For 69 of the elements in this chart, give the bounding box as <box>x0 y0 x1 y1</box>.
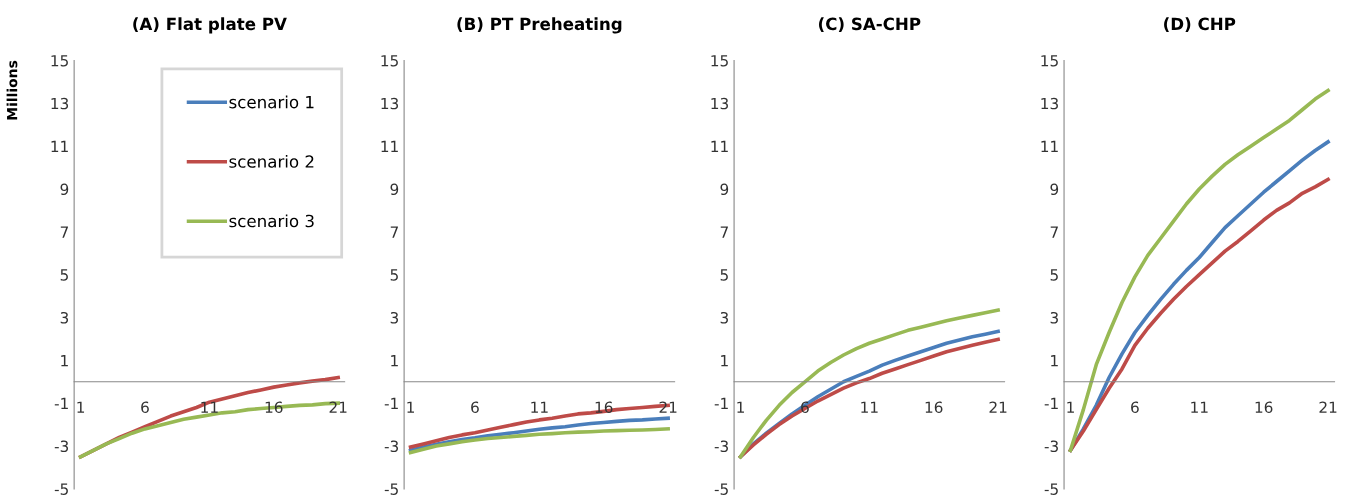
y-tick-label: 15 <box>381 55 398 67</box>
y-tick-label: 9 <box>720 183 729 196</box>
y-tick-label: 3 <box>720 311 728 324</box>
y-tick-label: 1 <box>391 355 398 367</box>
x-tick-label: 6 <box>1131 401 1139 414</box>
y-tick-label: -5 <box>54 483 68 495</box>
chart-title: (B) PT Preheating <box>457 17 622 34</box>
y-tick-label: 5 <box>1050 269 1058 281</box>
y-tick-label: 1 <box>1051 355 1058 367</box>
y-tick-label: -5 <box>384 483 398 495</box>
chart-title: (D) CHP <box>1164 17 1236 33</box>
x-tick-label: 6 <box>141 401 149 414</box>
y-tick-label: 9 <box>60 183 69 196</box>
x-tick-label: 6 <box>471 401 479 414</box>
y-tick-label: -3 <box>1044 440 1058 453</box>
y-tick-label: -1 <box>384 397 398 409</box>
y-tick-label: 13 <box>1041 97 1058 110</box>
y-tick-label: 11 <box>711 140 728 152</box>
y-tick-label: -3 <box>384 440 399 453</box>
y-tick-label: 11 <box>1041 140 1058 152</box>
y-tick-label: 13 <box>381 97 399 110</box>
x-tick-label: 1 <box>407 401 414 413</box>
legend-label: scenario 1 <box>229 95 314 109</box>
y-tick-label: 13 <box>711 97 728 110</box>
y-tick-label: -3 <box>54 440 69 453</box>
x-tick-label: 1 <box>77 401 85 413</box>
y-tick-label: -5 <box>1044 483 1058 495</box>
chart-title: (C) SA-CHP <box>819 17 921 33</box>
y-tick-label: 7 <box>60 226 68 238</box>
y-tick-label: 15 <box>1041 55 1058 67</box>
y-tick-label: -3 <box>714 440 728 453</box>
y-axis-title: Millions <box>6 60 18 120</box>
chart-title: (A) Flat plate PV <box>133 17 287 34</box>
y-tick-label: -1 <box>1044 397 1058 409</box>
y-tick-label: 5 <box>60 269 68 281</box>
y-tick-label: 15 <box>711 55 728 67</box>
y-tick-label: 3 <box>390 311 399 324</box>
y-tick-label: 1 <box>721 355 728 367</box>
x-tick-label: 11 <box>1191 401 1208 413</box>
y-tick-label: 3 <box>1050 311 1058 324</box>
x-tick-label: 16 <box>925 401 943 414</box>
y-tick-label: 13 <box>51 97 69 110</box>
legend-label: scenario 3 <box>229 214 314 228</box>
y-tick-label: 7 <box>390 226 398 238</box>
x-tick-label: 1 <box>737 401 744 413</box>
y-tick-label: 5 <box>390 269 398 281</box>
legend-label: scenario 2 <box>229 154 314 168</box>
y-tick-label: -1 <box>54 397 68 409</box>
x-tick-label: 16 <box>1255 401 1273 414</box>
x-tick-label: 11 <box>201 401 218 413</box>
y-tick-label: -1 <box>714 397 728 409</box>
y-tick-label: 5 <box>720 269 728 281</box>
line-series <box>408 416 670 453</box>
y-tick-label: 11 <box>51 140 68 152</box>
y-tick-label: 3 <box>60 311 69 324</box>
y-tick-label: 9 <box>1050 183 1059 196</box>
y-tick-label: 15 <box>51 55 68 67</box>
y-tick-label: 7 <box>720 226 728 238</box>
y-tick-label: 7 <box>1050 226 1058 238</box>
y-tick-label: 11 <box>381 140 398 152</box>
x-tick-label: 21 <box>989 401 1007 413</box>
y-tick-label: 1 <box>61 355 68 367</box>
y-tick-label: -5 <box>714 483 728 495</box>
x-tick-label: 11 <box>531 401 548 413</box>
x-tick-label: 11 <box>861 401 878 413</box>
x-tick-label: 21 <box>1319 401 1337 413</box>
x-tick-label: 1 <box>1067 401 1074 413</box>
line-series <box>408 427 670 455</box>
y-tick-label: 9 <box>390 183 399 196</box>
